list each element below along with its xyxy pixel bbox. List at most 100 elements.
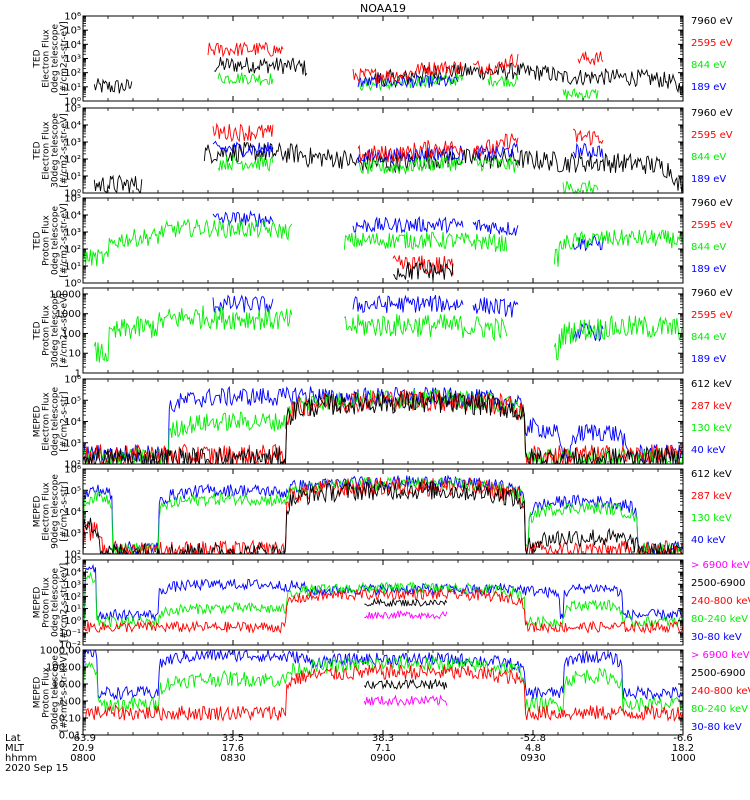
y-tick-label: 1 — [75, 369, 81, 380]
y-axis-label-line: [#/cm2-s-str-eV] — [60, 113, 70, 188]
y-tick-label: 10² — [64, 592, 81, 603]
legend-entry: 240-800 keV — [691, 596, 750, 607]
y-tick-label: 10⁴ — [64, 121, 81, 132]
y-tick-label: 10⁴ — [64, 507, 81, 518]
series-line-1 — [212, 209, 604, 252]
legend-entry: 189 eV — [691, 354, 726, 365]
y-axis-label: TEDProton Flux0deg telescope[#/cm2-s-str… — [33, 203, 70, 278]
y-axis-label-line: 90deg telescope — [51, 474, 61, 549]
y-tick-label: 10⁰ — [64, 616, 81, 627]
x-tick-label: 33.5 — [222, 733, 244, 744]
y-tick-label: 10⁻¹ — [59, 628, 81, 639]
y-axis-label: MEPEDProton Flux0deg telescope[#/cm2-s-s… — [33, 563, 70, 642]
x-tick-label: -6.6 — [673, 733, 693, 744]
y-tick-label: 10³ — [64, 528, 81, 539]
panel-8: 0.010.101.0010.00100.001000.00MEPEDProto… — [33, 646, 750, 742]
x-tick-label: 0830 — [220, 753, 245, 764]
series-line-3 — [212, 140, 604, 165]
x-row-label: MLT — [5, 743, 25, 754]
y-tick-label: 10¹ — [64, 604, 81, 615]
y-axis-label-line: MEPED — [33, 496, 43, 528]
legend-entry: 7960 eV — [691, 16, 733, 27]
x-tick-label: -63.9 — [70, 733, 96, 744]
series-line-4 — [364, 597, 448, 608]
series-line-3 — [392, 255, 454, 276]
x-axis-labels: Lat -63.9 33.5 38.3 -52.8 -6.6 MLT 20.9 17.6 7.1 4… — [5, 733, 696, 774]
y-axis-label-line: [#/cm2-s-str] — [60, 481, 70, 541]
y-axis-label-line: [#/cm2-s-str-eV] — [60, 203, 70, 278]
y-axis-label-line: [#/cm2-s-str] — [60, 391, 70, 451]
y-axis-label-line: [#/cm2-s-str-keV] — [60, 653, 70, 732]
y-axis-label-line: Proton Flux — [42, 215, 52, 266]
y-tick-label: 10⁵ — [64, 396, 81, 407]
y-axis-label-line: 90deg telescope — [51, 655, 61, 730]
y-tick-label: 10³ — [64, 438, 81, 449]
legend-entry: 80-240 keV — [691, 704, 748, 715]
y-axis-label-line: 0deg telescope — [51, 24, 61, 94]
legend-entry: 30-80 keV — [691, 632, 742, 643]
y-axis-label-line: [#/cm2-s-str-eV] — [60, 293, 70, 368]
y-tick-label: 100 — [62, 329, 81, 340]
y-tick-label: 10² — [64, 245, 81, 256]
y-tick-label: 10⁶ — [64, 465, 81, 476]
legend-entry: 130 keV — [691, 423, 732, 434]
series-line-2 — [217, 154, 599, 193]
x-row-label: hhmm — [5, 753, 37, 764]
y-tick-label: 0.01 — [59, 731, 81, 742]
legend-entry: 189 eV — [691, 82, 726, 93]
legend-entry: 2595 eV — [691, 130, 733, 141]
y-axis-label-line: TED — [33, 231, 43, 250]
y-tick-label: 10⁴ — [64, 211, 81, 222]
legend-entry: 844 eV — [691, 242, 726, 253]
panel-frame — [82, 649, 684, 736]
series-line-5 — [363, 694, 448, 707]
y-tick-label: 10⁶ — [64, 375, 81, 386]
legend-entry: 287 keV — [691, 491, 732, 502]
y-tick-label: 10² — [64, 550, 81, 561]
date-label: 2020 Sep 15 — [5, 763, 68, 774]
series-line-2 — [83, 571, 683, 629]
legend-entry: 844 eV — [691, 332, 726, 343]
legend-entry: 2595 eV — [691, 220, 733, 231]
series-group — [93, 294, 683, 363]
x-tick-label: 1000 — [670, 753, 695, 764]
y-axis-label-line: 0deg telescope — [51, 387, 61, 457]
x-tick-label: 4.8 — [525, 743, 541, 754]
series-line-3 — [83, 476, 683, 554]
series-line-1 — [83, 650, 683, 701]
y-tick-label: 10¹ — [64, 262, 81, 273]
series-line-2 — [83, 655, 683, 714]
series-line-1 — [93, 57, 683, 96]
series-group — [93, 122, 683, 193]
y-axis-label-line: [#/cm2-s-str-keV] — [60, 563, 70, 642]
series-line-4 — [212, 122, 604, 164]
legend-entry: 2500-6900 — [691, 668, 746, 679]
y-tick-label: 10¹ — [64, 82, 81, 93]
y-tick-label: 10⁰ — [64, 279, 81, 290]
y-tick-label: 10³ — [64, 54, 81, 65]
series-line-5 — [364, 609, 448, 621]
y-tick-label: 1.00 — [59, 697, 81, 708]
y-axis-label-line: MEPED — [33, 587, 43, 619]
legend-entry: 844 eV — [691, 60, 726, 71]
x-tick-label: 17.6 — [222, 743, 244, 754]
legend-entry: 30-80 keV — [691, 722, 742, 733]
legend-entry: 287 keV — [691, 401, 732, 412]
y-axis-label-line: Electron Flux — [42, 121, 52, 180]
legend-entry: 240-800 keV — [691, 686, 750, 697]
y-tick-label: 10.00 — [52, 680, 81, 691]
chart-title: NOAA19 — [360, 2, 406, 15]
y-tick-label: 10⁶ — [64, 12, 81, 23]
y-axis-label-line: 30deg telescope — [51, 293, 61, 368]
series-line-1 — [83, 474, 683, 554]
y-tick-label: 10³ — [64, 228, 81, 239]
legend-entry: 612 keV — [691, 379, 732, 390]
x-tick-label: -52.8 — [520, 733, 546, 744]
series-line-4 — [83, 481, 683, 554]
legend-entry: 844 eV — [691, 152, 726, 163]
